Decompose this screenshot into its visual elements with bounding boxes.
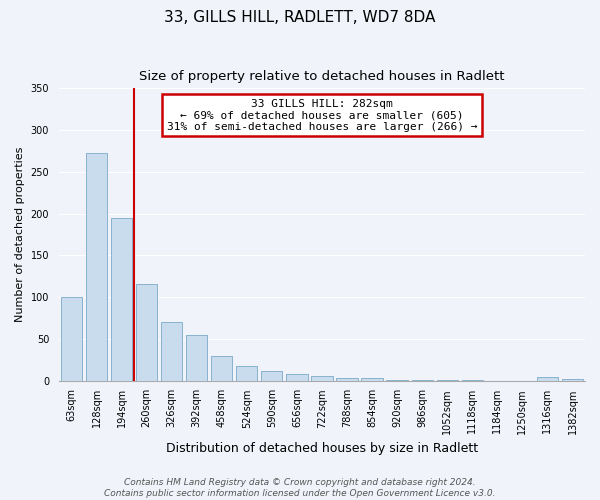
Title: Size of property relative to detached houses in Radlett: Size of property relative to detached ho…: [139, 70, 505, 83]
Text: Contains HM Land Registry data © Crown copyright and database right 2024.
Contai: Contains HM Land Registry data © Crown c…: [104, 478, 496, 498]
Bar: [562, 379, 583, 380]
Bar: [311, 376, 332, 380]
Bar: [136, 284, 157, 380]
Bar: [261, 372, 283, 380]
Bar: [111, 218, 132, 380]
Bar: [337, 378, 358, 380]
Text: 33, GILLS HILL, RADLETT, WD7 8DA: 33, GILLS HILL, RADLETT, WD7 8DA: [164, 10, 436, 25]
Bar: [86, 154, 107, 380]
Bar: [61, 297, 82, 380]
Y-axis label: Number of detached properties: Number of detached properties: [15, 146, 25, 322]
Bar: [537, 377, 558, 380]
Text: 33 GILLS HILL: 282sqm
← 69% of detached houses are smaller (605)
31% of semi-det: 33 GILLS HILL: 282sqm ← 69% of detached …: [167, 98, 477, 132]
Bar: [286, 374, 308, 380]
Bar: [161, 322, 182, 380]
X-axis label: Distribution of detached houses by size in Radlett: Distribution of detached houses by size …: [166, 442, 478, 455]
Bar: [236, 366, 257, 380]
Bar: [211, 356, 232, 380]
Bar: [186, 334, 208, 380]
Bar: [361, 378, 383, 380]
